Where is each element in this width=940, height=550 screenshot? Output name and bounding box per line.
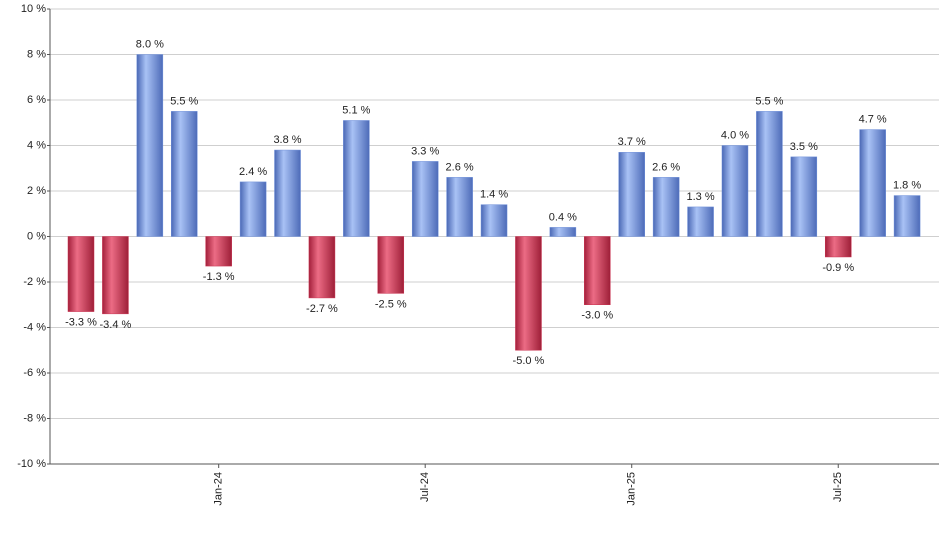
bar	[721, 145, 749, 237]
bar	[308, 236, 336, 299]
bar	[824, 236, 852, 258]
data-label: 1.3 %	[686, 191, 714, 203]
bar	[584, 236, 611, 305]
data-label: 4.0 %	[721, 129, 749, 141]
bar	[893, 195, 921, 237]
y-tick-label: 0 %	[27, 230, 46, 242]
data-label: -2.5 %	[375, 298, 407, 310]
bar	[205, 236, 232, 267]
data-label: 3.7 %	[618, 136, 646, 148]
bar	[859, 129, 886, 237]
y-tick-label: 4 %	[27, 139, 46, 151]
bar	[411, 161, 439, 237]
x-tick-label: Jan-24	[213, 472, 225, 506]
y-tick-label: 6 %	[27, 94, 46, 106]
data-label: -0.9 %	[822, 262, 854, 274]
y-tick-label: 2 %	[27, 185, 46, 197]
bar	[549, 227, 577, 237]
bar	[377, 236, 405, 294]
data-label: 0.4 %	[549, 211, 577, 223]
data-label: 2.6 %	[652, 161, 680, 173]
bar	[480, 204, 508, 237]
data-label: -2.7 %	[306, 303, 338, 315]
y-tick-label: -8 %	[23, 412, 46, 424]
bar	[136, 54, 164, 237]
x-tick-label: Jul-25	[832, 472, 844, 502]
bar	[446, 177, 473, 237]
bar	[652, 177, 680, 237]
data-label: -1.3 %	[203, 271, 235, 283]
bar	[618, 152, 645, 237]
data-label: 5.5 %	[755, 95, 783, 107]
data-label: 3.5 %	[790, 141, 818, 153]
bar	[515, 236, 542, 351]
data-label: 5.1 %	[342, 104, 370, 116]
y-tick-label: -6 %	[23, 367, 46, 379]
bar	[171, 111, 198, 237]
y-tick-label: -10 %	[17, 458, 46, 470]
data-label: -3.4 %	[100, 319, 132, 331]
data-label: 3.3 %	[411, 145, 439, 157]
data-label: 2.4 %	[239, 166, 267, 178]
x-tick-label: Jul-24	[419, 472, 431, 502]
data-label: 3.8 %	[273, 134, 301, 146]
y-tick-label: -4 %	[23, 321, 46, 333]
bar	[67, 236, 95, 312]
y-tick-label: 8 %	[27, 48, 46, 60]
y-tick-label: -2 %	[23, 276, 46, 288]
data-label: 4.7 %	[859, 113, 887, 125]
bar	[274, 149, 301, 237]
data-label: 2.6 %	[446, 161, 474, 173]
data-label: 8.0 %	[136, 38, 164, 50]
data-label: -5.0 %	[513, 355, 545, 367]
bar	[756, 111, 783, 237]
bar	[343, 120, 370, 237]
y-tick-label: 10 %	[21, 3, 46, 15]
data-label: 5.5 %	[170, 95, 198, 107]
data-label: -3.0 %	[581, 310, 613, 322]
bar	[790, 156, 818, 237]
bar	[239, 181, 267, 237]
x-tick-label: Jan-25	[626, 472, 638, 506]
data-label: 1.4 %	[480, 189, 508, 201]
data-label: -3.3 %	[65, 316, 97, 328]
data-label: 1.8 %	[893, 179, 921, 191]
bar	[102, 236, 129, 315]
bar	[687, 206, 714, 237]
